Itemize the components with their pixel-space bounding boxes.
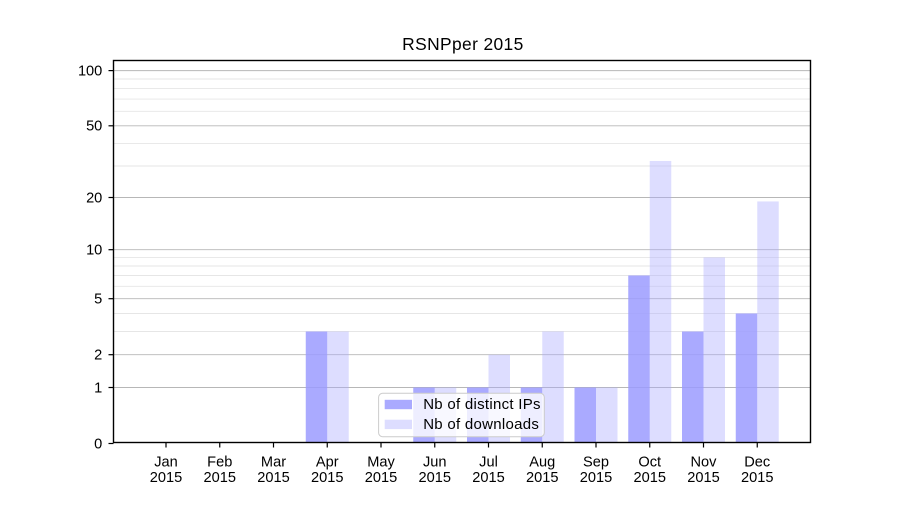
svg-text:1: 1	[94, 380, 102, 396]
svg-text:Jul: Jul	[479, 454, 498, 470]
svg-text:2015: 2015	[365, 470, 397, 486]
svg-text:2015: 2015	[634, 470, 666, 486]
svg-text:RSNPper 2015: RSNPper 2015	[402, 34, 523, 54]
svg-text:0: 0	[94, 436, 102, 452]
svg-text:2015: 2015	[204, 470, 236, 486]
svg-text:Oct: Oct	[638, 454, 661, 470]
svg-text:Nb of distinct IPs: Nb of distinct IPs	[423, 396, 541, 413]
svg-text:Jun: Jun	[423, 454, 447, 470]
svg-text:2015: 2015	[472, 470, 504, 486]
svg-text:2015: 2015	[311, 470, 343, 486]
svg-text:20: 20	[86, 190, 102, 206]
svg-text:2015: 2015	[526, 470, 558, 486]
svg-text:Nb of downloads: Nb of downloads	[423, 416, 539, 433]
svg-text:2015: 2015	[687, 470, 719, 486]
svg-text:2015: 2015	[741, 470, 773, 486]
svg-text:2015: 2015	[257, 470, 289, 486]
svg-text:2: 2	[94, 348, 102, 364]
svg-text:2015: 2015	[150, 470, 182, 486]
svg-text:Nov: Nov	[691, 454, 718, 470]
svg-text:Jan: Jan	[154, 454, 178, 470]
svg-text:Sep: Sep	[583, 454, 609, 470]
svg-text:2015: 2015	[580, 470, 612, 486]
svg-text:100: 100	[78, 63, 102, 79]
svg-text:May: May	[367, 454, 395, 470]
svg-text:Feb: Feb	[207, 454, 232, 470]
svg-text:2015: 2015	[419, 470, 451, 486]
svg-text:Aug: Aug	[529, 454, 555, 470]
svg-text:10: 10	[86, 243, 102, 259]
svg-text:50: 50	[86, 119, 102, 135]
svg-text:Dec: Dec	[744, 454, 770, 470]
svg-text:Mar: Mar	[261, 454, 286, 470]
svg-text:Apr: Apr	[316, 454, 339, 470]
svg-text:5: 5	[94, 292, 102, 308]
